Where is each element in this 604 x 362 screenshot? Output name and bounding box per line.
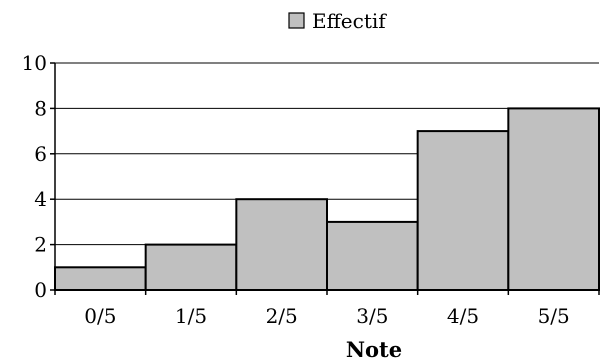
y-axis-ticks: 0 2 4 6 8 10	[22, 51, 55, 302]
bar-5-of-5	[508, 108, 599, 290]
bar-3-of-5	[327, 222, 418, 290]
x-tick-label-1-of-5: 1/5	[175, 304, 207, 328]
bar-1-of-5	[146, 245, 237, 290]
x-tick-label-3-of-5: 3/5	[356, 304, 388, 328]
legend: Effectif	[289, 9, 387, 33]
legend-swatch	[289, 13, 304, 28]
y-tick-label-0: 0	[34, 278, 47, 302]
legend-label: Effectif	[312, 9, 387, 33]
y-tick-label-2: 2	[34, 233, 47, 257]
bar-4-of-5	[418, 131, 509, 290]
x-tick-label-0-of-5: 0/5	[84, 304, 116, 328]
x-tick-label-2-of-5: 2/5	[266, 304, 298, 328]
bar-0-of-5	[55, 267, 146, 290]
bar-2-of-5	[236, 199, 327, 290]
x-tick-label-4-of-5: 4/5	[447, 304, 479, 328]
x-axis-title: Note	[346, 337, 402, 362]
y-tick-label-8: 8	[34, 96, 47, 120]
y-tick-label-6: 6	[34, 142, 47, 166]
y-tick-label-4: 4	[34, 187, 47, 211]
x-tick-label-5-of-5: 5/5	[538, 304, 570, 328]
x-axis-ticks: 0/5 1/5 2/5 3/5 4/5 5/5	[55, 290, 599, 328]
y-tick-label-10: 10	[22, 51, 47, 75]
